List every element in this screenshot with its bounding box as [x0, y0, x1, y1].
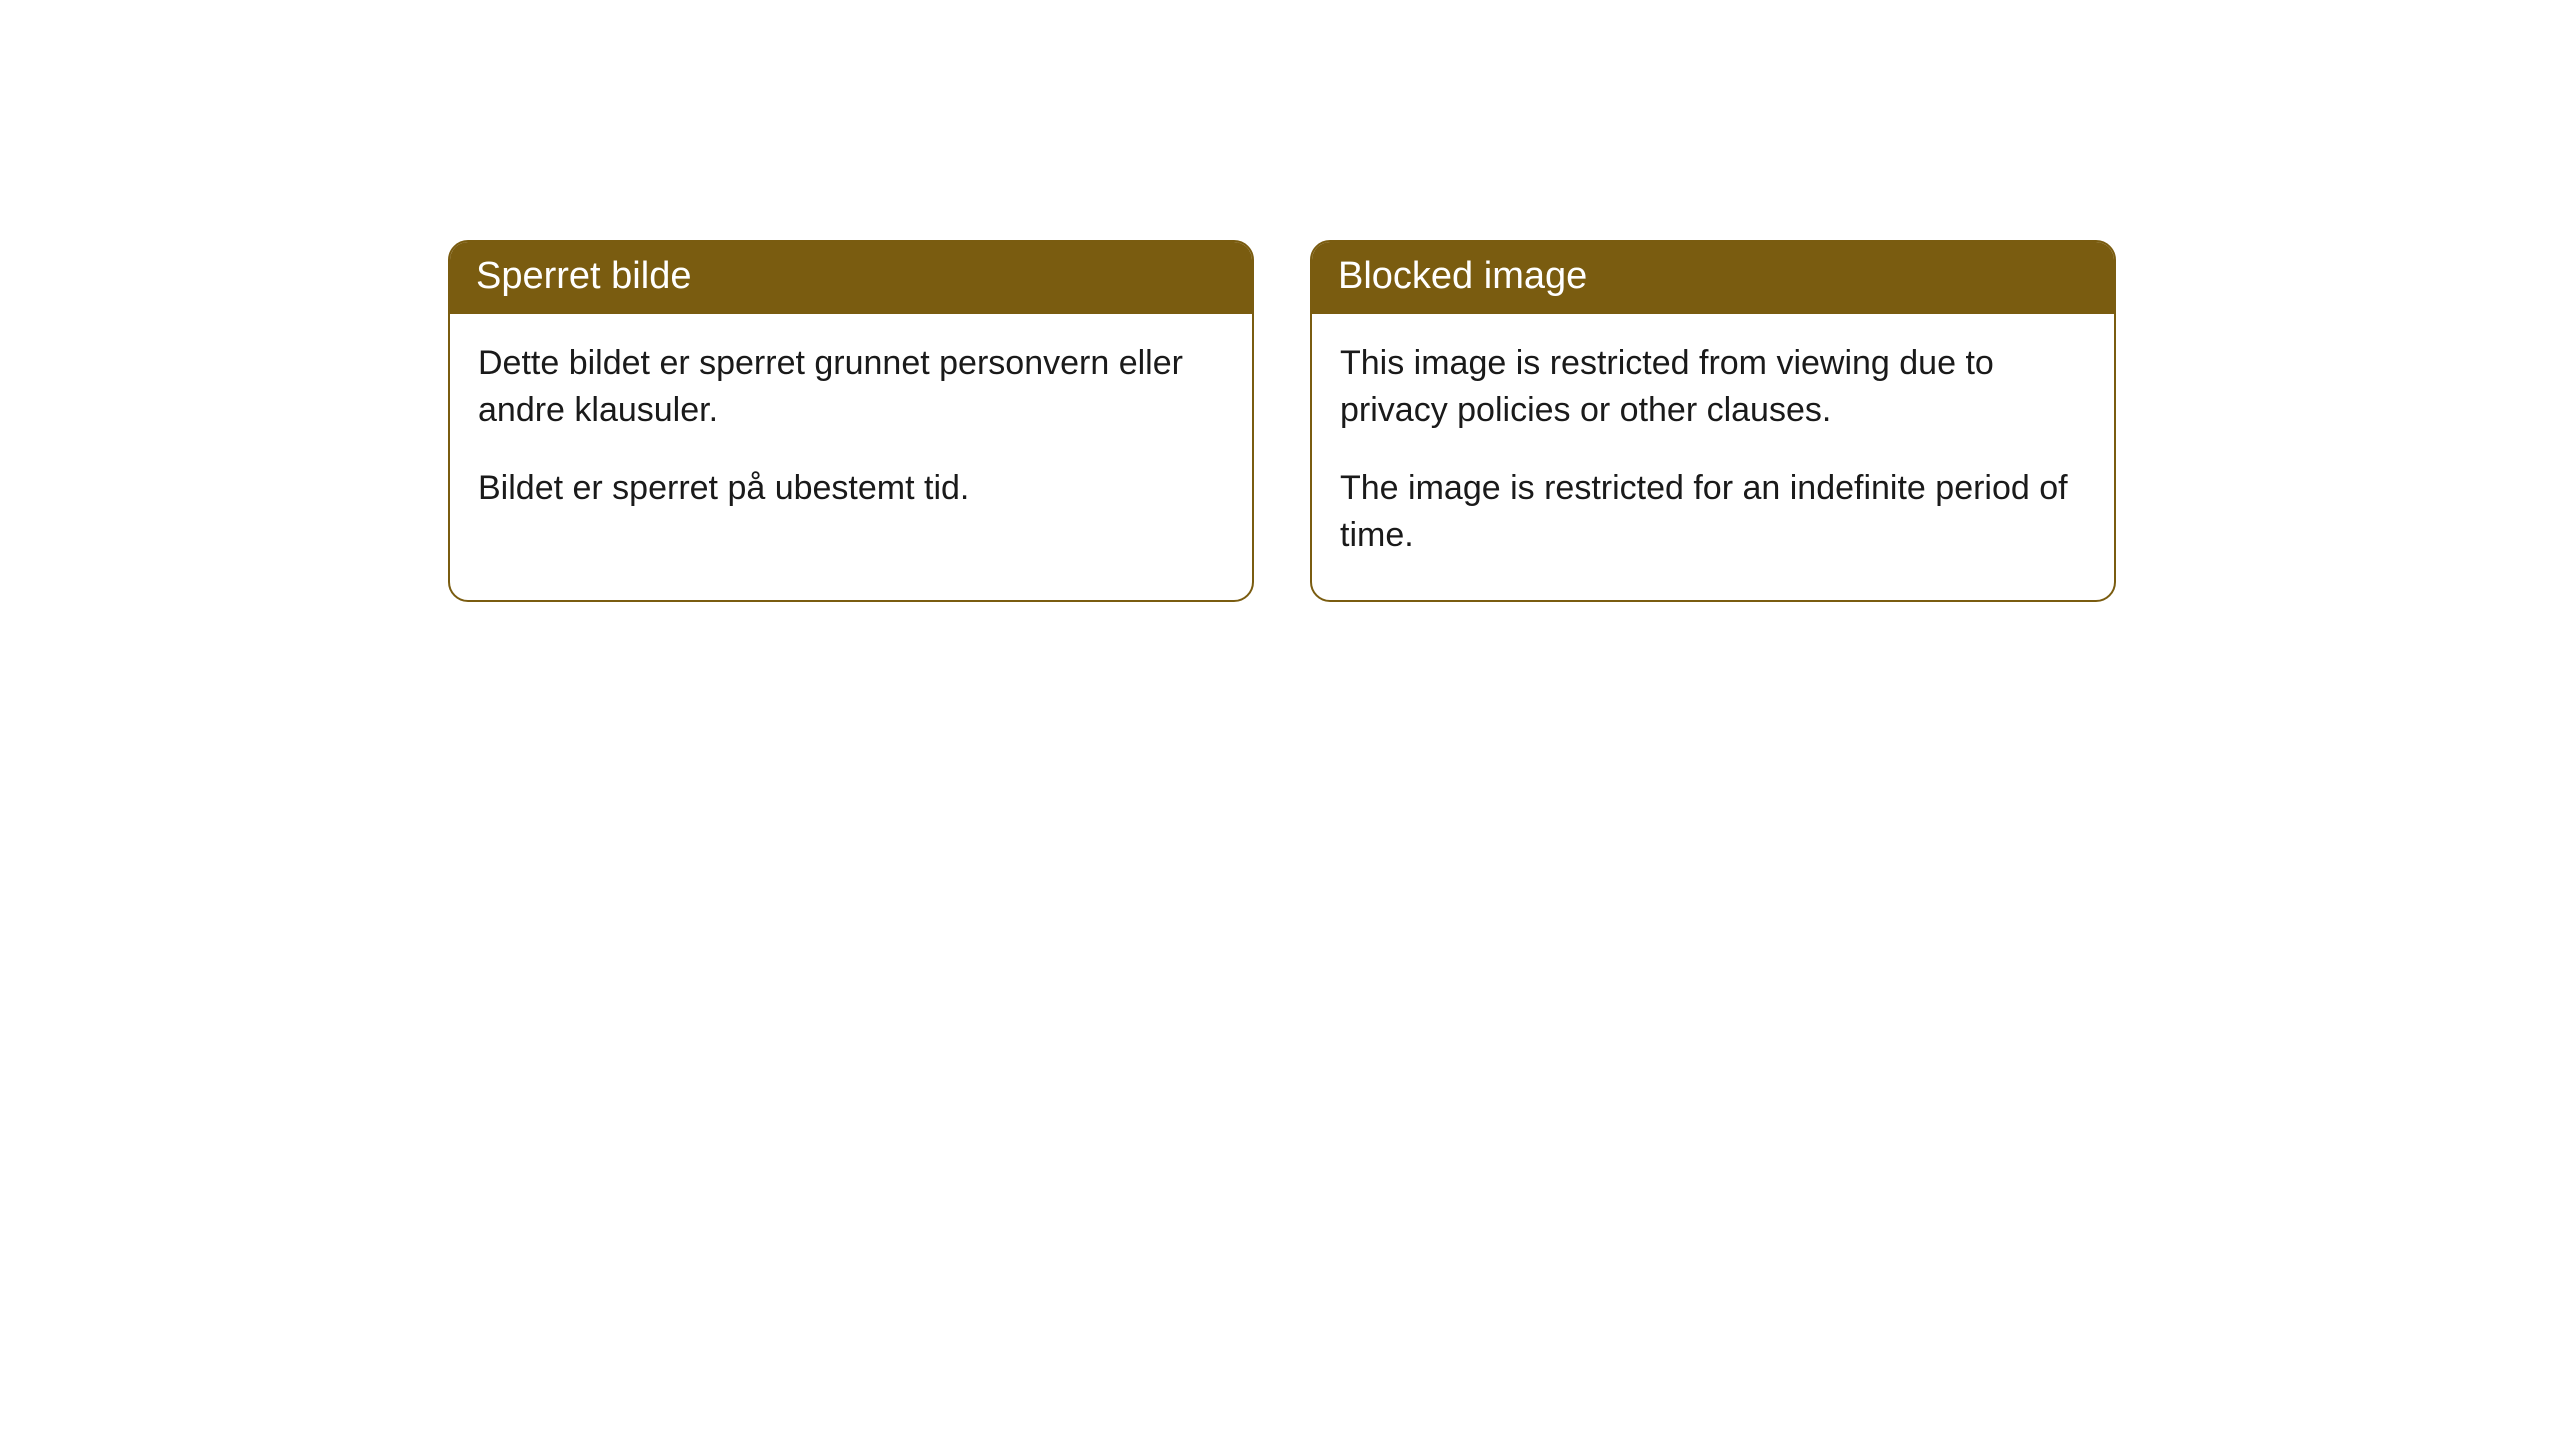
notice-text-no-1: Dette bildet er sperret grunnet personve… [478, 340, 1224, 435]
card-body-en: This image is restricted from viewing du… [1312, 314, 2114, 600]
card-header-en: Blocked image [1312, 242, 2114, 314]
card-header-no: Sperret bilde [450, 242, 1252, 314]
notice-text-en-2: The image is restricted for an indefinit… [1340, 465, 2086, 560]
notice-text-en-1: This image is restricted from viewing du… [1340, 340, 2086, 435]
notice-text-no-2: Bildet er sperret på ubestemt tid. [478, 465, 1224, 513]
card-body-no: Dette bildet er sperret grunnet personve… [450, 314, 1252, 553]
notice-cards-container: Sperret bilde Dette bildet er sperret gr… [448, 240, 2116, 602]
blocked-image-notice-en: Blocked image This image is restricted f… [1310, 240, 2116, 602]
blocked-image-notice-no: Sperret bilde Dette bildet er sperret gr… [448, 240, 1254, 602]
